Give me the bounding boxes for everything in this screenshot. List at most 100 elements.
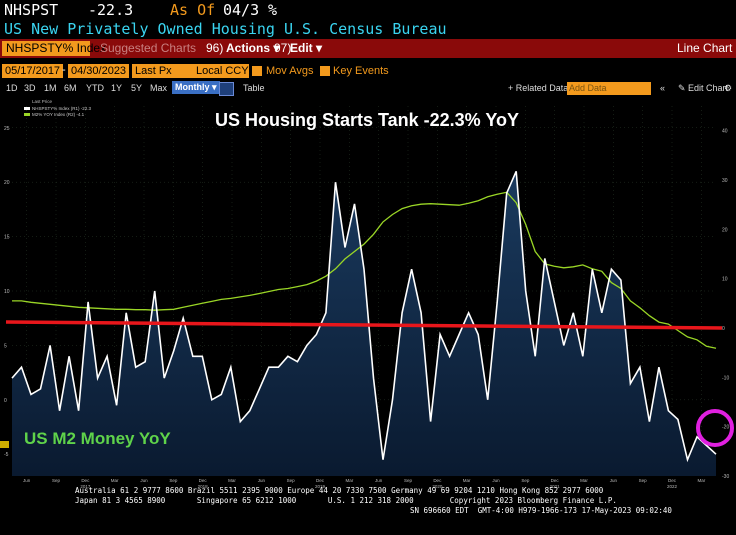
edit-menu-number: 97) xyxy=(274,41,292,55)
legend-entry-m2: M2% YOY Index (R2) -4.1 xyxy=(32,112,85,117)
security-description: US New Privately Owned Housing U.S. Cens… xyxy=(4,20,447,38)
chart-area: 25 20 15 10 5 0 -5 40 30 20 10 0 -10 -20 -30 Jun Sep De… xyxy=(0,98,736,530)
highlight-circle xyxy=(696,409,734,447)
x-axis-tick: Mar xyxy=(580,478,588,483)
m2-annotation: US M2 Money YoY xyxy=(24,429,171,448)
left-axis-tick: 25 xyxy=(4,126,10,132)
actions-menu[interactable]: Actions ▾ xyxy=(226,41,280,55)
range-button[interactable]: 5Y xyxy=(131,83,143,93)
x-axis-tick: Sep xyxy=(287,478,296,483)
left-axis-tick: -5 xyxy=(4,452,9,458)
function-bar: NHSPSTY% Index Suggested Charts 96) Acti… xyxy=(0,39,736,58)
legend-swatch-m2 xyxy=(24,113,30,116)
index-field[interactable]: NHSPSTY% Index xyxy=(2,41,106,56)
range-button[interactable]: 1M xyxy=(44,83,57,93)
add-data-input-box[interactable]: Add Data xyxy=(567,82,651,95)
legend-entry-housing: NHSPSTY% Index (R1) -22.3 xyxy=(32,106,92,111)
actions-menu-number: 96) xyxy=(206,41,224,55)
legend-header: Last Price xyxy=(32,99,53,104)
related-data-button[interactable]: + Related Data xyxy=(508,83,569,93)
x-axis-tick: Jun xyxy=(23,478,31,483)
right-axis-tick: 10 xyxy=(722,277,728,283)
chart-style-icon[interactable] xyxy=(219,82,234,96)
x-axis-tick: Sep xyxy=(52,478,61,483)
left-axis-tick: 15 xyxy=(4,235,10,241)
range-button[interactable]: Max xyxy=(150,83,168,93)
last-value: -22.3 xyxy=(88,1,134,19)
unit-label: % xyxy=(268,1,278,19)
x-axis-tick: Mar xyxy=(345,478,353,483)
x-axis-year: 2022 xyxy=(667,484,678,489)
edit-chart-button[interactable]: ✎ Edit Chart xyxy=(678,83,729,93)
key-events-toggle[interactable]: Key Events xyxy=(333,65,389,77)
x-axis-tick: Jun xyxy=(375,478,383,483)
key-events-icon[interactable] xyxy=(320,66,330,76)
edit-menu[interactable]: Edit ▾ xyxy=(290,41,323,55)
period-select[interactable]: Monthly ▾ xyxy=(172,81,220,94)
x-axis-tick: Jun xyxy=(610,478,618,483)
x-axis-tick: Mar xyxy=(697,478,705,483)
left-axis-tick: 5 xyxy=(4,343,7,349)
mov-avgs-icon[interactable] xyxy=(252,66,262,76)
right-axis-tick: 20 xyxy=(722,227,728,233)
ticker-label: NHSPST xyxy=(4,1,59,19)
range-button[interactable]: YTD xyxy=(86,83,104,93)
right-axis-tick: 0 xyxy=(722,326,725,332)
reference-line xyxy=(5,320,723,330)
view-type-label[interactable]: Line Chart xyxy=(677,41,733,55)
x-axis-year: 2019 xyxy=(315,484,326,489)
x-axis-tick: Mar xyxy=(228,478,236,483)
left-axis-tick: 10 xyxy=(4,289,10,295)
right-axis-tick: -20 xyxy=(722,425,729,431)
suggested-charts-button[interactable]: Suggested Charts xyxy=(100,41,197,55)
x-axis-tick: Dec xyxy=(668,478,677,483)
legend-swatch-housing xyxy=(24,107,30,110)
collapse-icon[interactable]: « xyxy=(660,83,666,93)
x-axis-tick: Dec xyxy=(433,478,442,483)
mov-avgs-toggle[interactable]: Mov Avgs xyxy=(266,65,314,77)
x-axis-year: 2018 xyxy=(198,484,209,489)
x-axis-tick: Sep xyxy=(521,478,530,483)
currency-select[interactable]: Local CCY xyxy=(193,64,249,78)
x-axis-tick: Dec xyxy=(199,478,208,483)
controls-row: 05/17/2017 - 04/30/2023 Last Px Local CC… xyxy=(0,62,736,80)
asof-value: 04/3 xyxy=(223,1,260,19)
range-button[interactable]: 3D xyxy=(24,83,36,93)
x-axis-tick: Jun xyxy=(140,478,148,483)
asof-label: As Of xyxy=(170,1,216,19)
x-axis-tick: Mar xyxy=(463,478,471,483)
line-chart: 25 20 15 10 5 0 -5 40 30 20 10 0 -10 -20 -30 Jun Sep De… xyxy=(0,98,736,530)
legend: Last Price NHSPSTY% Index (R1) -22.3 M2%… xyxy=(24,99,92,117)
right-axis-tick: -30 xyxy=(722,474,729,480)
housing-starts-series-line xyxy=(11,170,717,463)
left-axis-tick: 20 xyxy=(4,180,10,186)
time-range-bar: 1D 3D 1M 6M YTD 1Y 5Y Max Monthly ▾ Tabl… xyxy=(0,80,736,98)
footer-line-1: Australia 61 2 9777 8600 Brazil 5511 239… xyxy=(75,486,604,495)
range-button[interactable]: 1Y xyxy=(111,83,123,93)
x-axis-year: 2020 xyxy=(432,484,443,489)
m2-series-line xyxy=(12,191,717,349)
table-button[interactable]: Table xyxy=(243,83,265,93)
start-date-input[interactable]: 05/17/2017 xyxy=(2,64,64,78)
range-button[interactable]: 6M xyxy=(64,83,77,93)
x-axis-year: 2021 xyxy=(550,484,561,489)
right-axis-tick: -10 xyxy=(722,375,729,381)
end-date-input[interactable]: 04/30/2023 xyxy=(68,64,130,78)
footer-line-2: Japan 81 3 4565 8900 Singapore 65 6212 1… xyxy=(75,496,617,505)
add-data-placeholder: Add Data xyxy=(569,83,607,93)
range-button[interactable]: 1D xyxy=(6,83,18,93)
x-axis-year: 2017 xyxy=(80,484,91,489)
right-axis-tick: 30 xyxy=(722,178,728,184)
x-axis-tick: Sep xyxy=(404,478,413,483)
x-axis-tick: Mar xyxy=(111,478,119,483)
x-axis-tick: Sep xyxy=(169,478,178,483)
x-axis-tick: Sep xyxy=(639,478,648,483)
x-axis-tick: Jun xyxy=(492,478,500,483)
x-axis-tick: Dec xyxy=(551,478,560,483)
price-field-select[interactable]: Last Px xyxy=(132,64,193,78)
chart-title: US Housing Starts Tank -22.3% YoY xyxy=(215,110,519,130)
settings-gear-icon[interactable]: ⚙ xyxy=(724,83,733,93)
x-axis-tick: Dec xyxy=(316,478,325,483)
x-axis-tick: Jun xyxy=(258,478,266,483)
security-header: NHSPST -22.3 As Of 04/3 % xyxy=(0,0,736,20)
